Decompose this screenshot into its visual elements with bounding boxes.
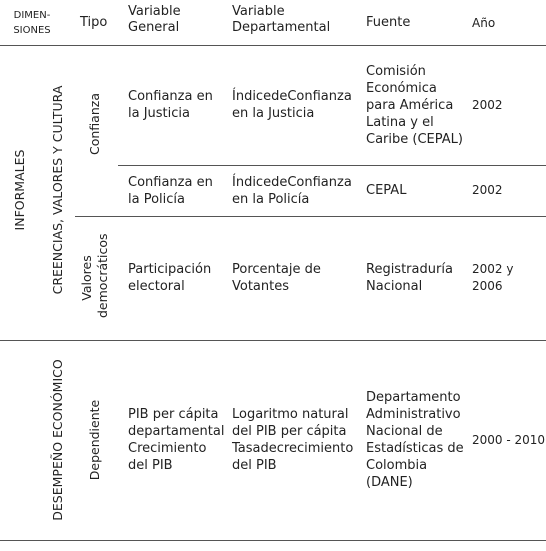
type-label: Dependiente — [87, 399, 102, 481]
table-cell: CEPAL — [366, 183, 407, 198]
table-cell: 2002 y 2006 — [472, 262, 514, 293]
rule — [118, 165, 546, 166]
rule — [0, 45, 546, 46]
rule — [0, 540, 546, 541]
dimension-label: INFORMALES — [12, 149, 27, 231]
table-cell: PIB per cápita departamental Crecimiento… — [128, 407, 225, 473]
table-cell: Comisión Económica para América Latina y… — [366, 63, 463, 147]
group-label: CREENCIAS, VALORES Y CULTURA — [50, 85, 65, 295]
table-cell: Participación electoral — [128, 262, 212, 294]
rule — [0, 340, 546, 341]
table-cell: Confianza en la Policía — [128, 174, 213, 207]
table-cell: Logaritmo natural del PIB per cápita Tas… — [232, 407, 354, 473]
table-cell: 2000 - 2010 — [472, 432, 546, 447]
table-cell: ÍndicedeConfianza en la Justicia — [232, 89, 352, 121]
header-cell: Variable Departamental — [232, 4, 331, 35]
table-cell: Porcentaje de Votantes — [232, 262, 321, 294]
type-label: Confianza — [87, 93, 102, 155]
table-cell: 2002 — [472, 97, 503, 112]
type-label: Valores democráticos — [79, 233, 110, 318]
header-cell: Año — [472, 16, 496, 30]
header-cell: DIMEN-SIONES — [13, 10, 51, 36]
table-cell: 2002 — [472, 183, 503, 197]
table-cell: Confianza en la Justicia — [128, 89, 213, 121]
table-cell: Departamento Administrativo Nacional de … — [366, 390, 464, 490]
header-cell: Fuente — [366, 15, 411, 30]
header-cell: Variable General — [128, 4, 181, 35]
table-cell: Registraduría Nacional — [366, 262, 453, 294]
header-cell: Tipo — [80, 15, 108, 30]
table-cell: ÍndicedeConfianza en la Policía — [232, 174, 352, 207]
group-label: DESEMPEÑO ECONÓMICO — [50, 359, 65, 521]
rule — [75, 216, 546, 217]
